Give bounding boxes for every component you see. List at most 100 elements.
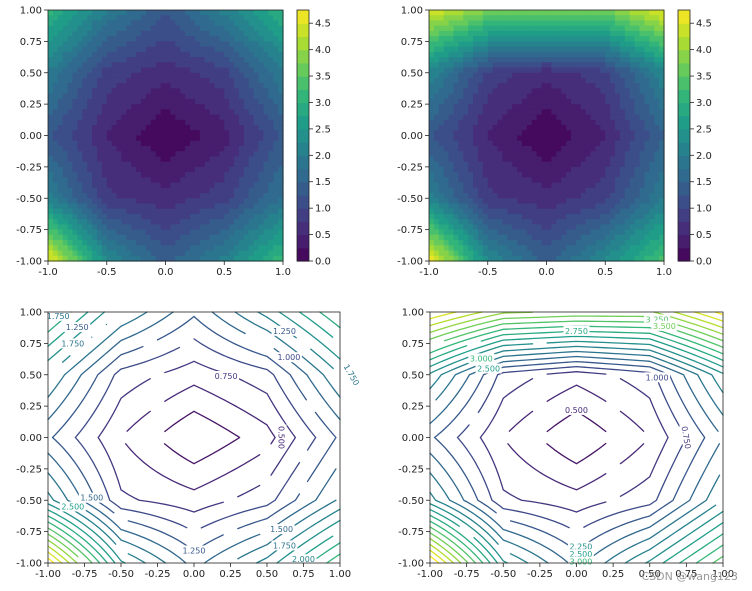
contour-band-cell <box>570 140 577 147</box>
contour-band-cell <box>189 98 196 105</box>
contour-band-cell <box>224 182 230 189</box>
contour-band-cell <box>96 135 103 142</box>
contour-band-cell <box>639 135 646 142</box>
contour-band-cell <box>502 104 508 110</box>
contour-band-cell <box>52 193 59 199</box>
contour-band-cell <box>551 135 557 142</box>
contour-band-cell <box>605 114 611 121</box>
contour-band-cell <box>536 36 543 42</box>
colorbar-segment <box>297 142 309 156</box>
contour-band-cell <box>96 208 103 215</box>
contour-band-cell <box>52 145 59 152</box>
contour-band-cell <box>443 51 450 58</box>
contour-band-cell <box>654 213 660 220</box>
contour-band-cell <box>629 83 636 90</box>
contour-band-cell <box>106 104 113 110</box>
contour-band-cell <box>268 15 274 22</box>
contour-band-cell <box>610 93 616 100</box>
contour-band-cell <box>580 88 587 95</box>
contour-band-cell <box>243 67 250 74</box>
contour-band-cell <box>243 156 250 163</box>
contour-band-cell <box>116 104 123 110</box>
contour-band-cell <box>443 119 450 126</box>
contour-band-cell <box>463 219 469 225</box>
contour-band-cell <box>170 15 176 22</box>
contour-band-cell <box>477 208 484 215</box>
contour-band-cell <box>546 145 552 152</box>
contour-band-cell <box>92 36 98 42</box>
contour-band-cell <box>170 172 176 178</box>
contour-band-cell <box>278 135 284 142</box>
contour-band-cell <box>492 245 499 252</box>
contour-band-cell <box>541 114 548 121</box>
contour-band-cell <box>556 30 562 37</box>
contour-band-cell <box>541 161 548 168</box>
contour-band-cell <box>185 125 191 131</box>
contour-band-cell <box>199 198 206 205</box>
contour-band-cell <box>649 67 655 74</box>
contour-band-cell <box>199 20 206 27</box>
contour-band-cell <box>649 93 655 100</box>
contour-band-cell <box>131 187 137 194</box>
contour-band-cell <box>517 51 523 58</box>
contour-band-cell <box>278 57 284 63</box>
contour-band-cell <box>243 145 250 152</box>
contour-band-cell <box>556 224 562 231</box>
contour-band-cell <box>111 224 118 231</box>
contour-band-cell <box>546 213 552 220</box>
contour-band-cell <box>194 135 201 142</box>
contour-band-cell <box>185 109 191 116</box>
contour-band-cell <box>180 109 186 116</box>
colorbar-segment <box>297 208 309 222</box>
contour-band-cell <box>48 93 54 100</box>
contour-band-cell <box>106 62 113 69</box>
contour-band-cell <box>263 156 269 163</box>
contour-band-cell <box>570 224 577 231</box>
contour-band-cell <box>273 83 279 90</box>
contour-band-cell <box>512 234 518 241</box>
contour-band-cell <box>580 72 587 79</box>
contour-band-cell <box>624 36 631 42</box>
contour-band-cell <box>111 229 118 236</box>
contour-band-cell <box>165 255 171 262</box>
contour-band-cell <box>438 151 445 158</box>
contour-band-cell <box>590 119 597 126</box>
contour-band-cell <box>492 83 499 90</box>
contour-band-cell <box>468 25 474 32</box>
contour-band-cell <box>654 30 660 37</box>
contour-band-cell <box>72 245 78 252</box>
contour-band-cell <box>443 172 450 178</box>
contour-band-cell <box>62 114 69 121</box>
contour-band-cell <box>185 62 191 69</box>
contour-band-cell <box>194 20 201 27</box>
contour-band-cell <box>429 172 435 178</box>
contour-band-cell <box>48 166 54 173</box>
contour-band-cell <box>87 25 93 32</box>
contour-band-cell <box>561 234 567 241</box>
contour-band-cell <box>644 88 650 95</box>
contour-band-cell <box>155 10 162 16</box>
contour-band-cell <box>145 72 152 79</box>
contour-band-cell <box>585 187 592 194</box>
contour-band-cell <box>96 20 103 27</box>
contour-band-cell <box>268 240 274 246</box>
contour-band-cell <box>448 172 455 178</box>
contour-band-cell <box>522 224 528 231</box>
contour-band-cell <box>229 62 235 69</box>
contour-band-cell <box>448 177 455 184</box>
contour-band-cell <box>258 25 265 32</box>
contour-band-cell <box>443 130 450 137</box>
contour-band-cell <box>634 98 641 105</box>
contour-band-cell <box>649 46 655 53</box>
contour-band-cell <box>194 109 201 116</box>
contour-band-cell <box>72 135 78 142</box>
contour-band-cell <box>82 219 88 225</box>
contour-band-cell <box>219 219 225 225</box>
contour-band-cell <box>185 229 191 236</box>
contour-band-cell <box>468 240 474 246</box>
contour-band-cell <box>199 93 206 100</box>
contour-band-cell <box>185 255 191 262</box>
contour-band-cell <box>644 245 650 252</box>
contour-band-cell <box>570 88 577 95</box>
contour-band-cell <box>570 109 577 116</box>
